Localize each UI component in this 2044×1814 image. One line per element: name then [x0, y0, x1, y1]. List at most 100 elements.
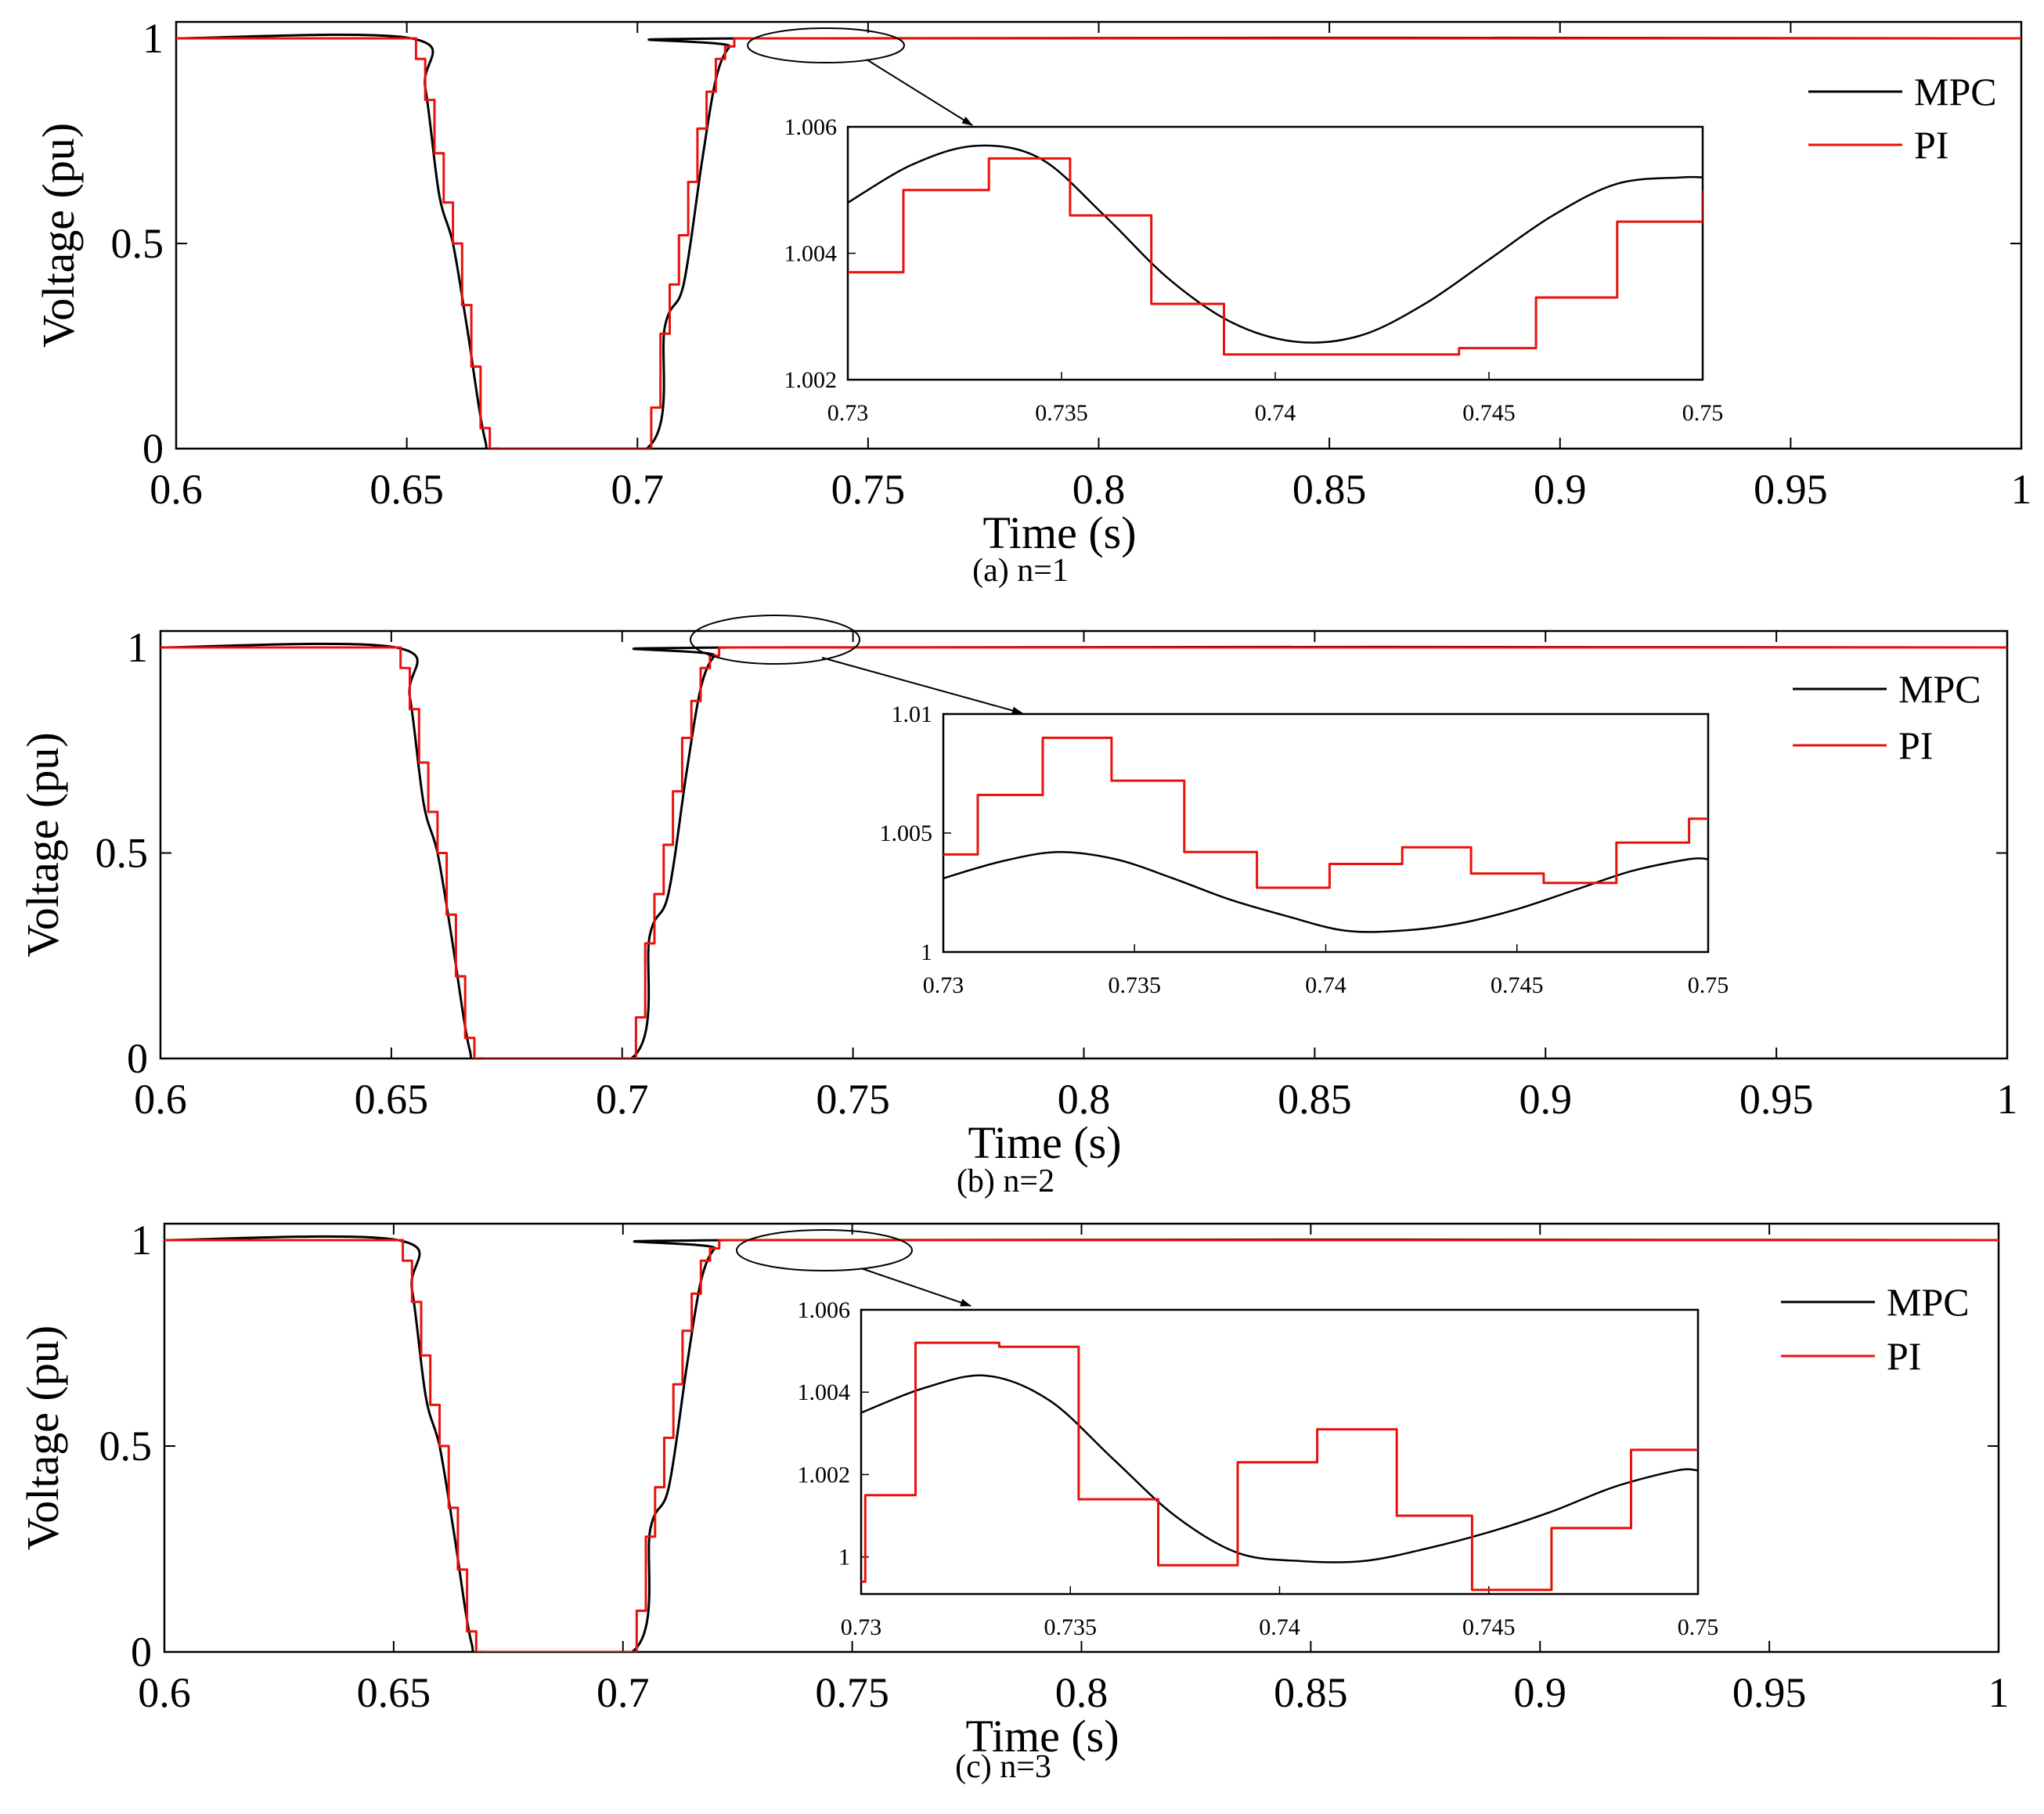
inset-x-tick-label: 0.745 — [1462, 400, 1516, 426]
inset-series-line-mpc — [848, 144, 1703, 344]
inset-series-group — [943, 736, 1708, 933]
x-tick-label: 0.6 — [134, 1076, 187, 1123]
x-tick-label: 0.75 — [815, 1669, 889, 1716]
x-tick-label: 0.9 — [1514, 1669, 1567, 1716]
x-tick-label: 0.9 — [1534, 466, 1587, 513]
zoom-arrow — [860, 1268, 972, 1307]
x-tick-label: 0.6 — [138, 1669, 191, 1716]
inset-x-tick-label: 0.73 — [841, 1614, 882, 1640]
y-tick-label: 1 — [131, 1217, 152, 1264]
zoom-ellipse — [747, 27, 905, 63]
inset-y-tick-label: 1.006 — [798, 1297, 851, 1323]
legend-label-mpc: MPC — [1887, 1280, 1970, 1324]
x-tick-label: 1 — [1988, 1669, 2010, 1716]
inset-x-tick-label: 0.735 — [1035, 400, 1088, 426]
inset-x-tick-label: 0.75 — [1688, 972, 1729, 998]
inset-x-tick-label: 0.745 — [1491, 972, 1544, 998]
panel-caption: (a) n=1 — [972, 553, 1069, 589]
x-tick-label: 0.8 — [1058, 1076, 1111, 1123]
inset-plot-area — [942, 712, 1710, 954]
inset-series-group — [861, 1341, 1698, 1592]
inset-x-tick-label: 0.74 — [1259, 1614, 1300, 1640]
y-tick-label: 1 — [142, 15, 164, 62]
x-tick-label: 0.95 — [1754, 466, 1828, 513]
inset-x-tick-label: 0.735 — [1109, 972, 1162, 998]
inset-y-tick-label: 1.01 — [892, 701, 933, 727]
zoom-arrow — [866, 59, 973, 126]
x-tick-label: 0.8 — [1055, 1669, 1109, 1716]
main-series-group — [164, 1235, 1999, 1652]
inset-y-tick-label: 1 — [838, 1545, 850, 1571]
inset-y-tick-label: 1.005 — [880, 820, 933, 846]
legend-label-mpc: MPC — [1914, 70, 1997, 114]
y-tick-label: 0 — [131, 1628, 152, 1675]
panel-caption: (b) n=2 — [957, 1163, 1054, 1199]
zoom-ellipse — [690, 615, 860, 665]
inset-y-tick-label: 1.004 — [798, 1379, 851, 1405]
x-tick-label: 0.75 — [816, 1076, 890, 1123]
main-series-group — [160, 642, 2007, 1058]
x-tick-label: 1 — [1997, 1076, 2018, 1123]
y-tick-label: 0.5 — [96, 830, 149, 877]
inset-x-tick-label: 0.735 — [1044, 1614, 1098, 1640]
inset-y-tick-label: 1.006 — [784, 114, 838, 140]
inset-x-tick-label: 0.74 — [1305, 972, 1346, 998]
x-tick-label: 0.6 — [150, 466, 203, 513]
inset-series-line-mpc — [943, 851, 1708, 933]
inset-series-line-pi — [848, 157, 1703, 356]
x-axis-label: Time (s) — [965, 1711, 1119, 1762]
zoom-ellipse — [736, 1229, 913, 1271]
y-axis-label: Voltage (pu) — [33, 123, 84, 348]
inset-plot-area — [860, 1308, 1700, 1596]
series-line-pi — [164, 1239, 1999, 1652]
x-tick-label: 0.95 — [1739, 1076, 1814, 1123]
x-tick-label: 0.85 — [1274, 1669, 1348, 1716]
y-axis-label: Voltage (pu) — [17, 732, 68, 957]
x-tick-label: 0.65 — [357, 1669, 431, 1716]
zoom-arrow — [821, 657, 1023, 715]
inset-plot: 0.73 0.735 0.74 0.745 0.75 1.002 1.004 1.006 — [784, 114, 1724, 426]
legend-label-pi: PI — [1887, 1334, 1921, 1378]
x-tick-label: 0.65 — [355, 1076, 429, 1123]
inset-series-line-pi — [943, 736, 1708, 889]
inset-x-tick-label: 0.73 — [827, 400, 869, 426]
inset-x-tick-label: 0.74 — [1255, 400, 1296, 426]
y-tick-label: 0.5 — [99, 1423, 153, 1470]
inset-y-tick-label: 1.002 — [784, 367, 838, 393]
panel-caption: (c) n=3 — [955, 1749, 1051, 1785]
inset-plot: 0.73 0.735 0.74 0.745 0.75 1 1.002 1.004 1.006 — [798, 1297, 1719, 1640]
series-line-pi — [176, 37, 2021, 449]
x-tick-label: 0.85 — [1278, 1076, 1352, 1123]
inset-x-tick-label: 0.75 — [1678, 1614, 1719, 1640]
x-axis-label: Time (s) — [982, 507, 1136, 558]
y-tick-label: 0.5 — [111, 220, 164, 267]
inset-series-line-pi — [861, 1341, 1698, 1592]
x-tick-label: 0.7 — [611, 466, 665, 513]
x-tick-label: 1 — [2011, 466, 2032, 513]
main-series-group — [176, 33, 2021, 449]
y-axis-label: Voltage (pu) — [17, 1325, 68, 1550]
legend-label-mpc: MPC — [1898, 667, 1981, 711]
x-tick-label: 0.65 — [370, 466, 444, 513]
x-tick-label: 0.75 — [831, 466, 906, 513]
series-line-pi — [160, 646, 2007, 1058]
panel-3: 0.6 0.65 0.7 0.75 0.8 0.85 0.9 0.95 1 0 0.5 1 Time (… — [17, 1217, 2010, 1785]
y-tick-label: 0 — [142, 425, 164, 472]
inset-y-tick-label: 1.002 — [798, 1462, 851, 1488]
inset-x-tick-label: 0.745 — [1462, 1614, 1516, 1640]
x-axis-label: Time (s) — [968, 1117, 1121, 1168]
panel-1: 0.6 0.65 0.7 0.75 0.8 0.85 0.9 0.95 1 0 0.5 1 Time (… — [33, 15, 2032, 589]
y-tick-label: 1 — [127, 624, 148, 671]
x-tick-label: 0.7 — [596, 1076, 649, 1123]
inset-plot-area — [846, 125, 1704, 381]
x-tick-label: 0.7 — [597, 1669, 650, 1716]
y-tick-label: 0 — [127, 1035, 148, 1082]
inset-y-tick-label: 1.004 — [784, 241, 838, 267]
x-tick-label: 0.8 — [1072, 466, 1126, 513]
inset-x-tick-label: 0.75 — [1682, 400, 1724, 426]
x-tick-label: 0.9 — [1519, 1076, 1573, 1123]
inset-y-tick-label: 1 — [921, 939, 932, 965]
inset-x-tick-label: 0.73 — [923, 972, 964, 998]
panel-2: 0.6 0.65 0.7 0.75 0.8 0.85 0.9 0.95 1 0 0.5 1 Time (… — [17, 615, 2018, 1199]
